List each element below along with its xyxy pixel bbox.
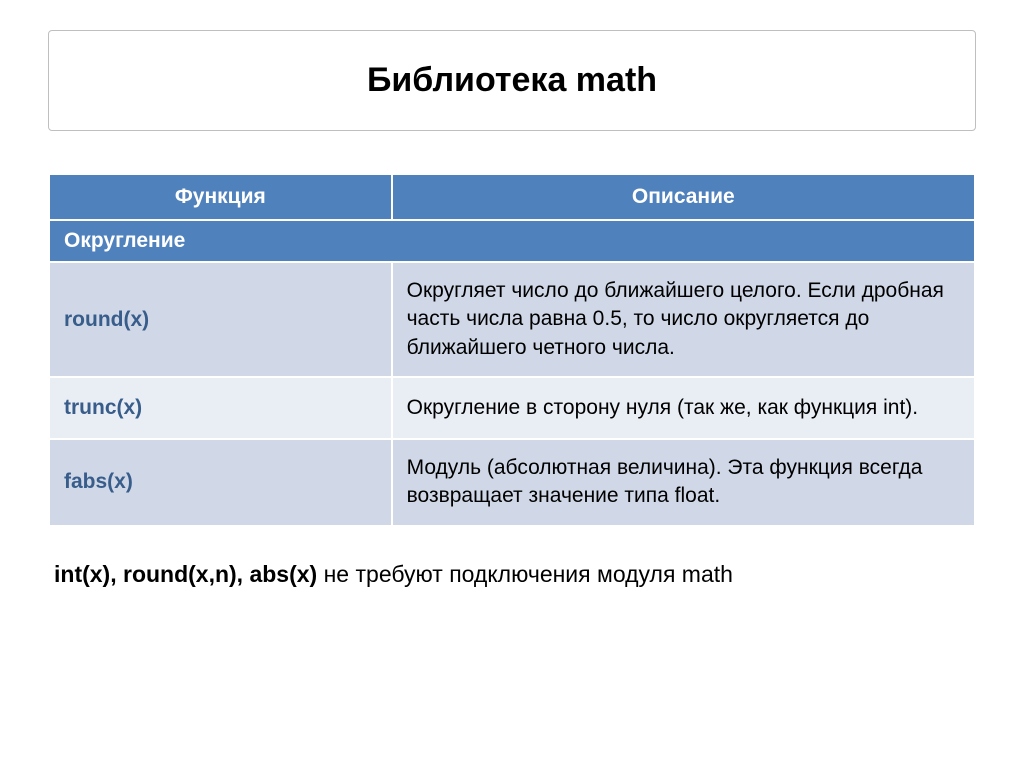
section-label: Округление — [49, 220, 975, 262]
footnote-bold: int(x), round(x,n), abs(x) — [54, 561, 317, 587]
func-desc: Модуль (абсолютная величина). Эта функци… — [392, 439, 975, 526]
table-header-row: Функция Описание — [49, 174, 975, 220]
table-row: fabs(x) Модуль (абсолютная величина). Эт… — [49, 439, 975, 526]
func-name: trunc(x) — [49, 377, 392, 439]
footnote: int(x), round(x,n), abs(x) не требуют по… — [48, 553, 976, 597]
table-row: trunc(x) Округление в сторону нуля (так … — [49, 377, 975, 439]
slide-title-box: Библиотека math — [48, 30, 976, 131]
header-description: Описание — [392, 174, 975, 220]
table-row: round(x) Округляет число до ближайшего ц… — [49, 262, 975, 377]
func-desc: Округление в сторону нуля (так же, как ф… — [392, 377, 975, 439]
func-name: round(x) — [49, 262, 392, 377]
footnote-rest: не требуют подключения модуля math — [317, 561, 733, 587]
table-section-row: Округление — [49, 220, 975, 262]
functions-table: Функция Описание Округление round(x) Окр… — [48, 173, 976, 527]
func-name: fabs(x) — [49, 439, 392, 526]
func-desc: Округляет число до ближайшего целого. Ес… — [392, 262, 975, 377]
slide-title: Библиотека math — [59, 61, 965, 100]
header-function: Функция — [49, 174, 392, 220]
